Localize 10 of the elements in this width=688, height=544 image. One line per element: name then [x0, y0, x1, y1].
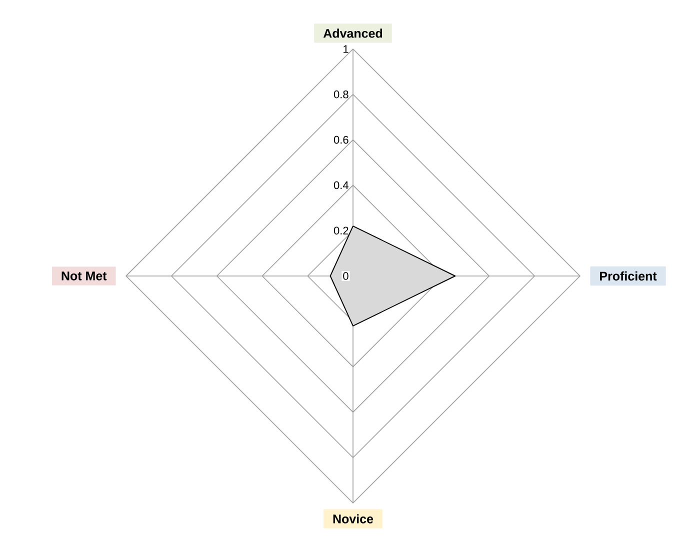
- y-tick-label: 0.4: [334, 181, 348, 190]
- y-tick-label: 0.8: [334, 90, 348, 98]
- spoke-label: Not Met: [62, 272, 107, 280]
- y-tick-label: 1: [344, 45, 348, 53]
- y-tick-label: 0: [343, 272, 348, 280]
- spoke-label: Proficient: [600, 271, 657, 281]
- spoke-label: Novice: [333, 514, 374, 524]
- y-tick-label: 0.6: [334, 136, 348, 144]
- spoke-label: Advanced: [323, 28, 382, 38]
- y-tick-label: 0.2: [334, 226, 348, 234]
